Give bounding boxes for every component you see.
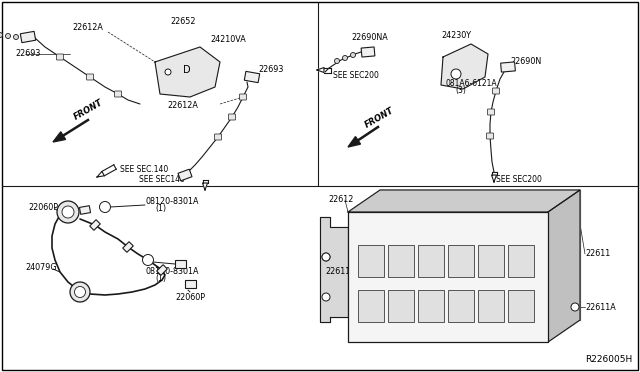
Circle shape bbox=[322, 253, 330, 261]
FancyBboxPatch shape bbox=[486, 133, 493, 139]
Bar bbox=[478, 290, 504, 322]
FancyBboxPatch shape bbox=[493, 88, 499, 94]
Text: FRONT: FRONT bbox=[363, 106, 396, 130]
Text: 22693: 22693 bbox=[258, 65, 284, 74]
Polygon shape bbox=[348, 190, 580, 212]
Polygon shape bbox=[53, 132, 65, 142]
Text: 22612: 22612 bbox=[328, 195, 353, 203]
Circle shape bbox=[57, 201, 79, 223]
Bar bbox=[508, 290, 534, 322]
FancyBboxPatch shape bbox=[239, 94, 246, 100]
Polygon shape bbox=[90, 220, 100, 230]
Polygon shape bbox=[175, 260, 186, 268]
Text: 22611: 22611 bbox=[585, 250, 611, 259]
Text: B: B bbox=[454, 71, 458, 77]
Polygon shape bbox=[500, 62, 515, 72]
Polygon shape bbox=[361, 47, 375, 57]
Text: 24230Y: 24230Y bbox=[441, 31, 471, 39]
Polygon shape bbox=[492, 175, 497, 182]
Circle shape bbox=[335, 58, 339, 64]
Text: 22060P: 22060P bbox=[175, 292, 205, 301]
Text: 22693: 22693 bbox=[15, 49, 40, 58]
Text: B: B bbox=[146, 257, 150, 263]
Polygon shape bbox=[244, 71, 260, 83]
Text: 08120-8301A: 08120-8301A bbox=[146, 198, 200, 206]
Bar bbox=[388, 290, 414, 322]
Text: SEE SEC200: SEE SEC200 bbox=[496, 176, 542, 185]
Bar bbox=[508, 245, 534, 277]
Polygon shape bbox=[202, 183, 207, 190]
Bar bbox=[418, 245, 444, 277]
Bar bbox=[380, 190, 580, 320]
Polygon shape bbox=[20, 31, 36, 43]
Polygon shape bbox=[178, 169, 192, 181]
Circle shape bbox=[342, 55, 348, 61]
Text: 081A6-6121A: 081A6-6121A bbox=[445, 80, 497, 89]
Bar bbox=[478, 245, 504, 277]
Polygon shape bbox=[97, 171, 104, 177]
Text: SEE SEC200: SEE SEC200 bbox=[333, 71, 379, 80]
Polygon shape bbox=[320, 217, 348, 322]
Bar bbox=[388, 245, 414, 277]
Bar bbox=[418, 290, 444, 322]
Text: 22612A: 22612A bbox=[167, 102, 198, 110]
Circle shape bbox=[13, 35, 19, 39]
FancyBboxPatch shape bbox=[115, 91, 122, 97]
Text: 22652: 22652 bbox=[170, 17, 195, 26]
Text: (1): (1) bbox=[155, 275, 166, 283]
Text: SEE SEC.140: SEE SEC.140 bbox=[120, 164, 168, 173]
Polygon shape bbox=[348, 137, 360, 147]
Text: B: B bbox=[103, 205, 107, 209]
Polygon shape bbox=[184, 280, 195, 288]
Text: (1): (1) bbox=[155, 205, 166, 214]
Text: (3): (3) bbox=[455, 86, 466, 94]
FancyBboxPatch shape bbox=[228, 114, 236, 120]
Circle shape bbox=[99, 202, 111, 212]
Text: SEE SEC140: SEE SEC140 bbox=[139, 176, 185, 185]
Circle shape bbox=[74, 286, 86, 298]
Text: 24210VA: 24210VA bbox=[210, 35, 246, 45]
Circle shape bbox=[143, 254, 154, 266]
FancyBboxPatch shape bbox=[56, 54, 63, 60]
Polygon shape bbox=[441, 44, 488, 89]
Text: 24079G: 24079G bbox=[25, 263, 56, 272]
Circle shape bbox=[351, 52, 355, 58]
Circle shape bbox=[6, 33, 10, 38]
Text: 08120-8301A: 08120-8301A bbox=[145, 267, 198, 276]
Polygon shape bbox=[157, 265, 167, 275]
Text: FRONT: FRONT bbox=[72, 98, 104, 122]
Bar bbox=[448, 245, 474, 277]
Circle shape bbox=[322, 253, 330, 261]
Polygon shape bbox=[548, 190, 580, 342]
Polygon shape bbox=[155, 47, 220, 97]
FancyBboxPatch shape bbox=[86, 74, 93, 80]
Circle shape bbox=[70, 282, 90, 302]
Polygon shape bbox=[123, 242, 133, 252]
Polygon shape bbox=[317, 67, 324, 73]
Circle shape bbox=[571, 303, 579, 311]
Bar bbox=[358, 245, 384, 277]
Text: 22690N: 22690N bbox=[510, 58, 541, 67]
Text: 22060P: 22060P bbox=[28, 202, 58, 212]
FancyBboxPatch shape bbox=[488, 109, 495, 115]
Circle shape bbox=[62, 206, 74, 218]
Circle shape bbox=[0, 32, 3, 38]
Circle shape bbox=[165, 69, 171, 75]
Bar bbox=[448, 290, 474, 322]
Text: R226005H: R226005H bbox=[585, 355, 632, 364]
Text: D: D bbox=[183, 65, 191, 75]
Bar bbox=[348, 212, 548, 342]
Bar bbox=[358, 290, 384, 322]
Polygon shape bbox=[79, 206, 90, 214]
FancyBboxPatch shape bbox=[214, 134, 221, 140]
Text: 22690NA: 22690NA bbox=[351, 33, 388, 42]
Circle shape bbox=[451, 69, 461, 79]
Text: 22611A: 22611A bbox=[325, 267, 356, 276]
Circle shape bbox=[322, 293, 330, 301]
Text: 22612A: 22612A bbox=[72, 23, 103, 32]
Text: 22611A: 22611A bbox=[585, 302, 616, 311]
